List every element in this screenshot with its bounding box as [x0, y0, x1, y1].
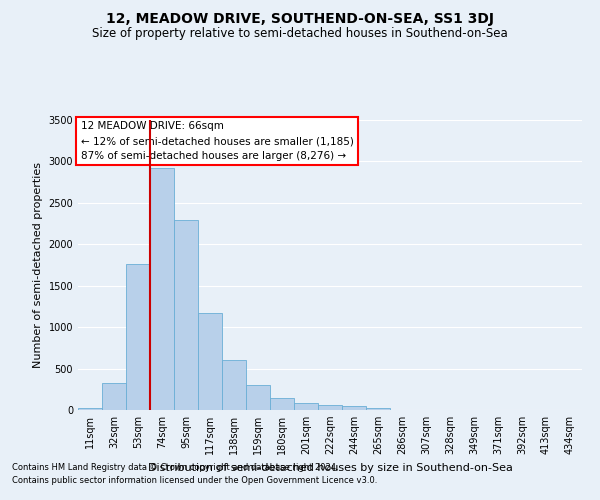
Text: Contains HM Land Registry data © Crown copyright and database right 2024.: Contains HM Land Registry data © Crown c… — [12, 464, 338, 472]
Bar — [342, 406, 366, 410]
X-axis label: Distribution of semi-detached houses by size in Southend-on-Sea: Distribution of semi-detached houses by … — [148, 462, 512, 472]
Text: 12, MEADOW DRIVE, SOUTHEND-ON-SEA, SS1 3DJ: 12, MEADOW DRIVE, SOUTHEND-ON-SEA, SS1 3… — [106, 12, 494, 26]
Bar — [246, 385, 270, 410]
Bar — [174, 220, 198, 410]
Bar — [270, 398, 294, 410]
Bar — [318, 406, 342, 410]
Bar — [126, 264, 150, 410]
Text: Contains public sector information licensed under the Open Government Licence v3: Contains public sector information licen… — [12, 476, 377, 485]
Bar — [366, 408, 390, 410]
Text: 12 MEADOW DRIVE: 66sqm
← 12% of semi-detached houses are smaller (1,185)
87% of : 12 MEADOW DRIVE: 66sqm ← 12% of semi-det… — [80, 122, 353, 161]
Bar — [78, 408, 102, 410]
Text: Size of property relative to semi-detached houses in Southend-on-Sea: Size of property relative to semi-detach… — [92, 28, 508, 40]
Bar — [294, 404, 318, 410]
Bar — [198, 312, 222, 410]
Bar — [102, 382, 126, 410]
Bar — [150, 168, 174, 410]
Y-axis label: Number of semi-detached properties: Number of semi-detached properties — [33, 162, 43, 368]
Bar — [222, 360, 246, 410]
